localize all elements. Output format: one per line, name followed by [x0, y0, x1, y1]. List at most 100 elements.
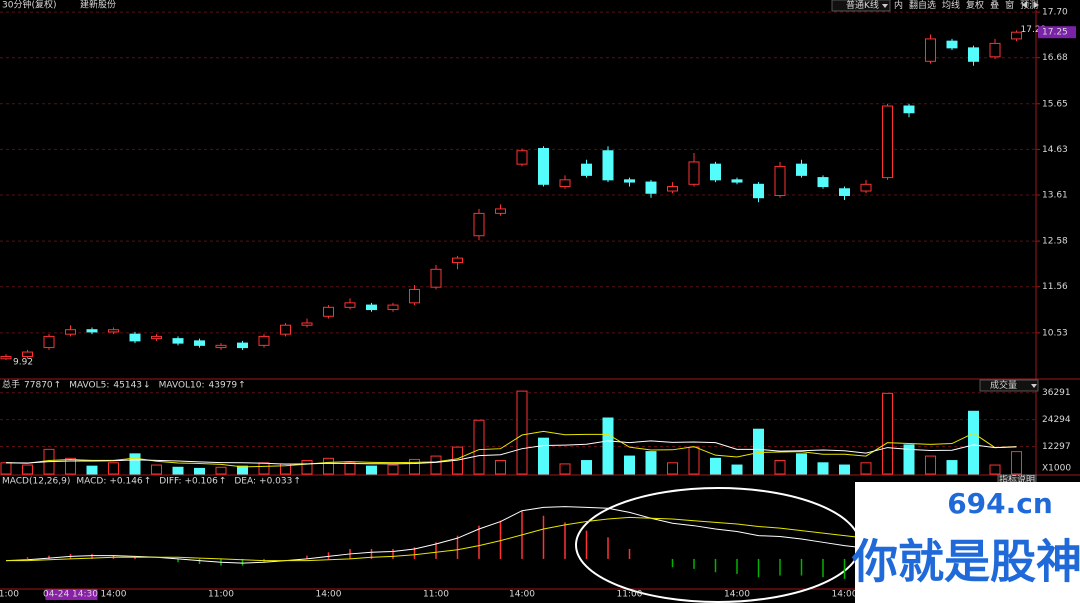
candle-body [817, 177, 829, 188]
indicator-select-label[interactable]: 成交量 [990, 379, 1017, 391]
volume-bar [667, 462, 678, 475]
cursor-label-bg [45, 589, 98, 600]
volume-bar [301, 460, 313, 475]
volume-bar [860, 462, 872, 475]
y-tick-label: 14.63 [1042, 145, 1068, 155]
y-tick-label: 24294 [1042, 415, 1071, 425]
dropdown-arrow [882, 4, 888, 8]
candle-body [538, 148, 549, 185]
x-tick-label: 04-24 14:30 [43, 590, 98, 600]
nav-right[interactable] [1034, 2, 1039, 8]
stock-name: 建新股份 [80, 0, 116, 11]
watermark-site: 694.cn [947, 487, 1053, 520]
toolbar-item[interactable]: 窗 [1005, 0, 1014, 11]
candle-body [559, 179, 571, 188]
candle-body [1011, 31, 1022, 40]
volume-bar [645, 451, 657, 475]
volume-bar [989, 464, 1001, 475]
high-annotation: 17.29 [1021, 25, 1047, 35]
volume-bar [65, 457, 76, 475]
candle-body [796, 163, 807, 176]
legend-arrow: ↑ [54, 381, 62, 391]
legend-arrow: ↓ [143, 381, 151, 391]
candle-body [688, 161, 700, 185]
y-tick-label: 16.68 [1042, 53, 1068, 63]
volume-bar [688, 446, 700, 475]
period-label: 30分钟(复权) [2, 0, 56, 11]
y-tick-label: 10.53 [1042, 328, 1068, 338]
candle-body [129, 333, 141, 342]
unit-label: X1000 [1042, 464, 1071, 474]
candle-body [839, 188, 850, 196]
candle-body [172, 338, 184, 344]
nav-left[interactable] [1022, 2, 1027, 8]
candle-body [430, 268, 442, 288]
y-tick-label: 17.70 [1042, 8, 1068, 18]
toolbar-item[interactable]: 翻自选 [909, 0, 936, 11]
volume-bar [86, 465, 98, 475]
volume-bar [796, 453, 807, 475]
kline-select-label[interactable]: 普通K线 [846, 0, 879, 11]
legend-arrow: ↑ [238, 381, 246, 391]
candle-body [65, 329, 76, 335]
volume-bar [817, 462, 829, 475]
x-tick-label: 14:00 [316, 590, 342, 600]
volume-bar [366, 465, 377, 475]
candle-body [860, 183, 872, 192]
watermark-box [855, 482, 1080, 603]
kline-select[interactable] [831, 0, 891, 12]
candle-body [86, 329, 98, 333]
volume-bar [22, 464, 33, 475]
macd-line [6, 516, 1017, 562]
candle-body [452, 257, 463, 264]
y-tick-label: 13.61 [1042, 191, 1068, 201]
volume-bar [731, 464, 743, 475]
indicator-title: MACD(12,26,9) [2, 477, 70, 487]
candle-body [194, 340, 205, 346]
candle-body [387, 304, 399, 311]
legend-name: 总手 [2, 379, 20, 391]
volume-bar [1011, 451, 1022, 475]
candle-body [731, 179, 743, 183]
x-tick-label: 11:00 [423, 590, 449, 600]
x-tick-label: 11:00 [617, 590, 643, 600]
legend-readout: +0.146 [109, 477, 143, 487]
legend-readout: 77870 [24, 381, 53, 391]
candle-body [473, 212, 485, 237]
y-tick-label: 36291 [1042, 388, 1071, 398]
candle-body [882, 105, 893, 179]
x-tick-label: 11:00 [208, 590, 234, 600]
candle-body [108, 329, 119, 333]
candle-body [989, 42, 1001, 58]
legend-name: MAVOL10: [159, 381, 205, 391]
legend-name: DEA: [234, 477, 256, 487]
legend-arrow: ↑ [293, 477, 301, 487]
volume-bar [387, 464, 399, 475]
candle-body [710, 163, 721, 181]
toolbar-item[interactable]: 预测 [1020, 0, 1038, 11]
x-tick-label: 14:00 [509, 590, 535, 600]
candle-body [968, 47, 979, 62]
volume-bar [559, 463, 571, 475]
candle-body [925, 38, 936, 62]
volume-bar [753, 428, 764, 475]
candle-body [237, 342, 248, 349]
candle-body [516, 150, 528, 165]
toolbar-item[interactable]: 均线 [942, 0, 960, 11]
candle-body [581, 163, 592, 176]
candle-body [280, 324, 291, 335]
legend-arrow: ↑ [144, 477, 152, 487]
toolbar-item[interactable]: 复权 [966, 0, 984, 11]
indicator-select[interactable] [979, 379, 1039, 392]
toolbar-item[interactable]: 叠 [990, 0, 999, 11]
candle-body [0, 356, 12, 360]
candle-body [151, 335, 162, 340]
candle-body [323, 306, 334, 317]
candle-body [946, 40, 958, 49]
macd-line [5, 506, 1017, 564]
volume-bar [473, 419, 485, 475]
volume-bar [323, 457, 334, 475]
ma-line [5, 440, 1017, 465]
toolbar-item[interactable]: 内 [894, 0, 903, 11]
legend-name: MACD: [76, 477, 106, 487]
